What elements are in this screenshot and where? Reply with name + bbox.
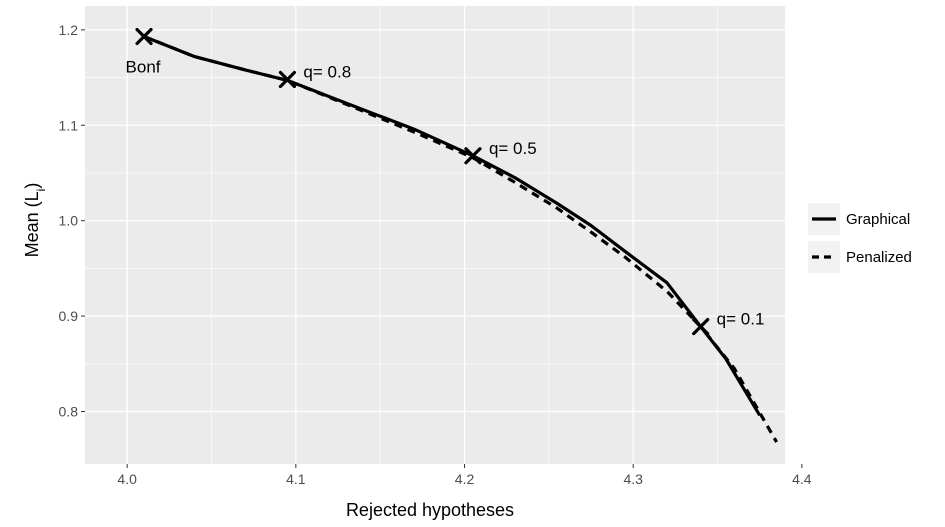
y-axis-title: Mean (Li) [22,183,48,258]
x-tick-label: 4.2 [455,471,475,487]
y-tick-label: 1.0 [59,213,79,229]
marker-label: Bonf [126,58,161,77]
series-line-penalized [143,35,778,443]
y-axis-title-close: ) [22,183,42,189]
grid [85,6,803,464]
legend-label: Penalized [846,249,912,266]
x-marker [278,70,297,89]
y-tick-label: 1.1 [59,117,79,133]
x-tick-label: 4.0 [117,471,137,487]
point-markers: Bonf q= 0.8 q= 0.5 q= 0.1 [126,27,765,336]
x-marker [135,27,153,46]
x-tick-label: 4.3 [623,471,643,487]
marker-label: q= 0.5 [489,139,537,158]
y-axis-title-main: Mean (L [22,191,42,257]
x-tick-label: 4.1 [286,471,306,487]
marker-label: q= 0.1 [717,310,765,329]
panel-background [85,6,785,464]
x-marker [464,147,482,165]
x-axis-title: Rejected hypotheses [346,500,514,520]
series-line-graphical [143,35,762,417]
marker-label: q= 0.8 [303,62,351,81]
y-tick-label: 1.2 [59,22,79,38]
x-marker [692,318,710,336]
y-axis-title-subscript: i [34,189,48,192]
y-tick-label: 0.8 [59,404,79,420]
series-lines [143,35,778,443]
axis-ticks: 4.0 4.1 4.2 4.3 4.4 0.8 0.9 1.0 1.1 1.2 [59,22,812,487]
legend-label: Graphical [846,211,910,228]
plot-panel [85,6,785,464]
legend: Graphical Penalized [808,203,912,273]
y-tick-label: 0.9 [59,308,79,324]
x-tick-label: 4.4 [792,471,812,487]
